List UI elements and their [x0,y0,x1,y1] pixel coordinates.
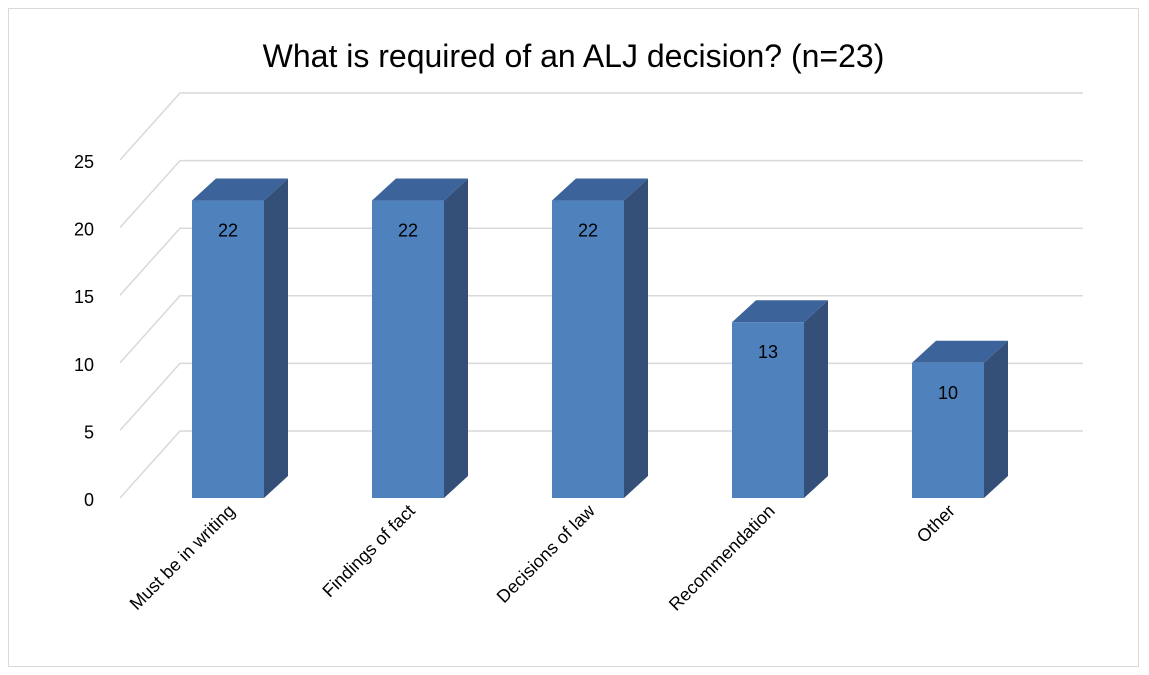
bar [552,200,624,498]
data-label: 22 [578,221,598,241]
bar [192,200,264,498]
bar-top [372,178,468,201]
y-tick-label: 5 [84,422,94,442]
bar-top [552,178,648,201]
bar-top [192,178,288,201]
y-tick-label: 10 [74,355,94,375]
gridline [119,159,1083,229]
data-label: 13 [758,342,778,362]
gridline [119,227,1083,296]
bar-top [732,300,828,323]
y-tick-label: 15 [74,287,94,307]
bar-side [444,178,468,498]
y-tick-label: 0 [84,490,94,510]
y-tick-label: 25 [74,152,94,172]
bar-top [912,340,1008,363]
x-tick-label: Findings of fact [318,501,418,601]
y-tick-label: 20 [74,220,94,240]
gridline [119,92,1083,161]
data-label: 10 [938,383,958,403]
data-label: 22 [218,221,238,241]
bar-side [984,340,1008,498]
bar [732,322,804,498]
bar [912,362,984,498]
chart-title: What is required of an ALJ decision? (n=… [262,38,885,74]
x-tick-label: Recommendation [665,501,779,615]
bar [372,200,444,498]
x-tick-label: Other [913,501,959,547]
data-label: 22 [398,221,418,241]
bar-side [264,178,288,498]
bar-side [624,178,648,498]
x-tick-label: Must be in writing [126,501,239,614]
gridline [119,295,1083,364]
bar-side [804,300,828,498]
x-tick-label: Decisions of law [493,500,600,607]
